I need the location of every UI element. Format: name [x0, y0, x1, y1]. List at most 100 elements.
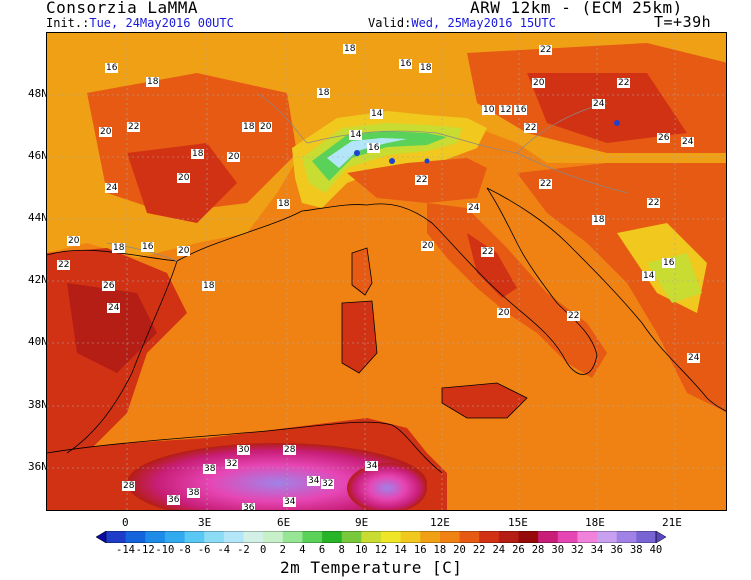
value-label: 16 — [514, 105, 528, 115]
colorbar-segment — [282, 531, 303, 543]
value-label: 10 — [482, 105, 496, 115]
colorbar — [96, 531, 666, 543]
value-label: 36 — [242, 503, 256, 511]
colorbar-arrow-right — [655, 531, 666, 543]
colorbar-tick-label: 32 — [571, 544, 584, 556]
value-label: 24 — [105, 183, 119, 193]
colorbar-segment — [616, 531, 637, 543]
colorbar-segment — [400, 531, 421, 543]
value-label: 20 — [259, 122, 273, 132]
colorbar-tick-label: -12 — [135, 544, 155, 556]
value-label: 34 — [307, 476, 321, 486]
value-label: 34 — [283, 497, 297, 507]
colorbar-segment — [636, 531, 657, 543]
colorbar-tick-label: 10 — [354, 544, 368, 556]
colorbar-tick-label: -2 — [237, 544, 250, 556]
colorbar-tick-label: 18 — [433, 544, 447, 556]
value-label: 26 — [657, 133, 671, 143]
colorbar-tick-label: 16 — [413, 544, 427, 556]
lat-label-40n: 40N — [28, 335, 48, 348]
value-label: 18 — [277, 199, 291, 209]
iberia-hot — [67, 283, 157, 373]
value-label: 20 — [67, 236, 81, 246]
map-grid — [47, 33, 726, 510]
value-label: 22 — [567, 311, 581, 321]
value-label: 22 — [617, 78, 631, 88]
colorbar-tick-label: -10 — [155, 544, 175, 556]
colorbar-segment — [341, 531, 362, 543]
colorbar-tick-label: -4 — [217, 544, 231, 556]
init-line: Init.:Tue, 24May2016 00UTC — [46, 16, 234, 30]
lat-label-38n: 38N — [28, 398, 48, 411]
hungary-hot-area — [527, 73, 687, 143]
value-label: 18 — [419, 63, 433, 73]
value-label: 20 — [497, 308, 511, 318]
value-label: 38 — [203, 464, 217, 474]
value-label: 24 — [107, 303, 121, 313]
colorbar-segment — [204, 531, 225, 543]
colorbar-tick-label: 40 — [649, 544, 663, 556]
balkan-peaks — [647, 253, 702, 303]
lead-time: T=+39h — [654, 13, 712, 31]
colorbar-segment — [361, 531, 382, 543]
lon-label-15e: 15E — [508, 516, 528, 529]
lat-label-46n: 46N — [28, 149, 48, 162]
coastlines — [47, 187, 726, 474]
value-label: 20 — [532, 78, 546, 88]
colorbar-tick-label: 4 — [299, 544, 306, 556]
value-label: 38 — [187, 488, 201, 498]
value-label: 14 — [642, 271, 656, 281]
value-label: 20 — [227, 152, 241, 162]
value-label: 16 — [141, 242, 155, 252]
lon-label-21e: 21E — [662, 516, 682, 529]
value-label: 12 — [499, 105, 513, 115]
colorbar-segment — [518, 531, 539, 543]
colorbar-tick-label: 14 — [394, 544, 407, 556]
init-label: Init.: — [46, 16, 90, 30]
value-label: 24 — [687, 353, 701, 363]
value-label: 18 — [112, 243, 126, 253]
value-label: 18 — [242, 122, 256, 132]
value-label: 18 — [191, 149, 205, 159]
value-label: 24 — [681, 137, 695, 147]
balkans — [517, 163, 726, 413]
value-label: 30 — [237, 445, 251, 455]
value-label: 20 — [177, 246, 191, 256]
lon-label-18e: 18E — [585, 516, 605, 529]
value-label: 20 — [421, 241, 435, 251]
value-label: 34 — [365, 461, 379, 471]
value-label: 18 — [592, 215, 606, 225]
value-label: 16 — [105, 63, 119, 73]
value-label: 26 — [102, 281, 116, 291]
colorbar-segment — [145, 531, 166, 543]
colorbar-segment — [164, 531, 186, 543]
colorbar-segment — [597, 531, 618, 543]
value-label: 16 — [367, 143, 381, 153]
colorbar-segment — [479, 531, 500, 543]
valid-label: Valid: — [368, 16, 412, 30]
colorbar-tick-label: 36 — [610, 544, 623, 556]
value-label: 14 — [349, 130, 363, 140]
value-label: 28 — [122, 481, 136, 491]
value-label: 32 — [321, 479, 335, 489]
lakes — [354, 120, 620, 164]
lat-label-42n: 42N — [28, 273, 48, 286]
value-label: 24 — [592, 99, 606, 109]
tunisia-heat — [347, 463, 427, 510]
value-label: 22 — [539, 45, 553, 55]
colorbar-tick-label: 12 — [374, 544, 388, 556]
colorbar-tick-label: 6 — [318, 544, 326, 556]
value-label: 16 — [662, 258, 676, 268]
colorbar-tick-label: 28 — [531, 544, 545, 556]
colorbar-segment — [302, 531, 323, 543]
value-label: 18 — [317, 88, 331, 98]
value-label: 20 — [177, 173, 191, 183]
colorbar-arrow-left — [96, 531, 107, 543]
colorbar-tick-label: 38 — [629, 544, 643, 556]
colorbar-title: 2m Temperature [C] — [280, 558, 463, 577]
lon-label-9e: 9E — [355, 516, 369, 529]
colorbar-tick-label: 2 — [279, 544, 286, 556]
colorbar-tick-label: 30 — [551, 544, 565, 556]
colorbar-segment — [459, 531, 480, 543]
init-value: Tue, 24May2016 00UTC — [89, 16, 234, 30]
